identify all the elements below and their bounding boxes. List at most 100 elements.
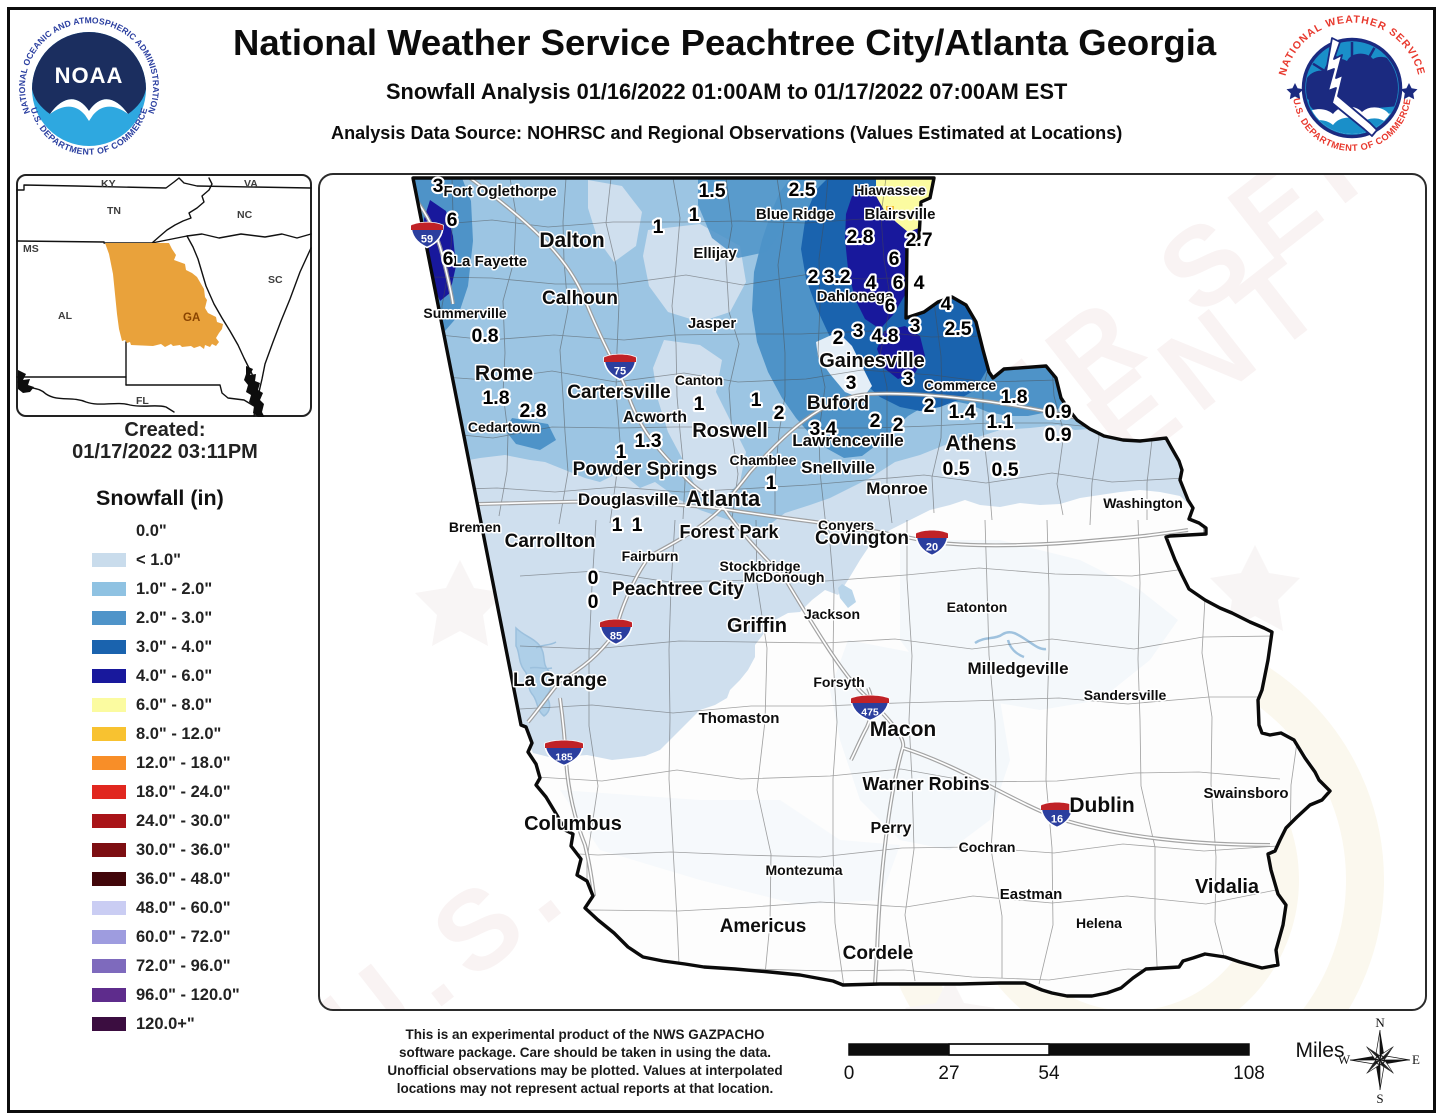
- svg-text:1.1: 1.1: [986, 411, 1013, 433]
- svg-text:Columbus: Columbus: [524, 813, 622, 835]
- svg-text:3.4: 3.4: [809, 418, 836, 440]
- svg-text:2.8: 2.8: [519, 400, 546, 422]
- svg-text:475: 475: [861, 707, 879, 719]
- svg-text:Snellville: Snellville: [801, 458, 875, 477]
- svg-text:6: 6: [885, 295, 896, 317]
- svg-text:Powder Springs: Powder Springs: [573, 459, 718, 480]
- svg-text:McDonough: McDonough: [744, 569, 825, 585]
- svg-text:La Fayette: La Fayette: [453, 253, 527, 270]
- svg-text:4: 4: [866, 272, 877, 294]
- svg-text:1.8: 1.8: [1000, 386, 1027, 408]
- svg-text:2.5: 2.5: [944, 318, 971, 340]
- svg-text:0: 0: [588, 591, 599, 613]
- svg-text:2: 2: [774, 402, 785, 424]
- svg-text:0: 0: [844, 1063, 855, 1084]
- svg-text:Jasper: Jasper: [688, 315, 737, 332]
- svg-text:La Grange: La Grange: [513, 670, 607, 691]
- svg-text:GA: GA: [183, 312, 200, 324]
- svg-text:4.8: 4.8: [871, 325, 898, 347]
- svg-text:1: 1: [751, 389, 762, 411]
- svg-text:Perry: Perry: [871, 820, 912, 837]
- svg-text:Montezuma: Montezuma: [766, 862, 843, 878]
- svg-text:0.8: 0.8: [471, 325, 498, 347]
- svg-text:4: 4: [941, 293, 952, 315]
- svg-text:2: 2: [808, 266, 819, 288]
- svg-text:N: N: [1375, 1015, 1385, 1030]
- svg-text:Calhoun: Calhoun: [542, 288, 618, 309]
- svg-text:Jackson: Jackson: [804, 606, 860, 622]
- svg-text:3: 3: [846, 372, 857, 394]
- svg-text:Fort Oglethorpe: Fort Oglethorpe: [443, 183, 556, 200]
- svg-text:Blairsville: Blairsville: [865, 206, 936, 223]
- svg-text:Athens: Athens: [945, 432, 1016, 455]
- svg-text:Gainesville: Gainesville: [819, 350, 925, 372]
- svg-text:Lawrenceville: Lawrenceville: [792, 431, 904, 450]
- svg-text:Swainsboro: Swainsboro: [1203, 785, 1288, 802]
- svg-text:Hiawassee: Hiawassee: [854, 182, 926, 198]
- svg-text:Washington: Washington: [1103, 495, 1183, 511]
- svg-text:KY: KY: [101, 178, 116, 190]
- svg-text:3: 3: [433, 175, 444, 197]
- svg-text:1: 1: [612, 514, 623, 536]
- svg-text:54: 54: [1038, 1063, 1060, 1084]
- svg-text:2.8: 2.8: [846, 226, 873, 248]
- svg-text:27: 27: [938, 1063, 959, 1084]
- svg-text:Cochran: Cochran: [959, 839, 1016, 855]
- svg-text:2: 2: [924, 395, 935, 417]
- svg-text:Commerce: Commerce: [924, 377, 997, 393]
- svg-text:2.7: 2.7: [905, 229, 932, 251]
- svg-text:108: 108: [1233, 1063, 1265, 1084]
- svg-text:Stockbridge: Stockbridge: [720, 558, 801, 574]
- svg-text:Fairburn: Fairburn: [622, 548, 679, 564]
- svg-text:Summerville: Summerville: [423, 305, 506, 321]
- svg-text:0: 0: [588, 567, 599, 589]
- svg-text:1: 1: [694, 393, 705, 415]
- svg-text:Forest Park: Forest Park: [679, 522, 779, 542]
- svg-text:59: 59: [421, 234, 433, 246]
- svg-text:1: 1: [632, 514, 643, 536]
- svg-text:1: 1: [689, 204, 700, 226]
- svg-text:Douglasville: Douglasville: [578, 490, 678, 509]
- svg-text:2: 2: [870, 410, 881, 432]
- svg-text:Bremen: Bremen: [449, 519, 501, 535]
- svg-text:SC: SC: [268, 274, 283, 286]
- svg-text:Peachtree City: Peachtree City: [612, 579, 744, 600]
- svg-text:20: 20: [926, 542, 938, 554]
- svg-text:3: 3: [853, 320, 864, 342]
- svg-text:Roswell: Roswell: [692, 420, 768, 442]
- svg-text:Sandersville: Sandersville: [1084, 687, 1167, 703]
- svg-text:Chamblee: Chamblee: [730, 452, 797, 468]
- svg-text:2: 2: [893, 414, 904, 436]
- svg-text:NC: NC: [237, 209, 253, 221]
- svg-text:Buford: Buford: [807, 393, 869, 414]
- svg-text:Dublin: Dublin: [1069, 794, 1134, 817]
- svg-text:Americus: Americus: [720, 916, 807, 937]
- svg-text:6: 6: [893, 272, 904, 294]
- svg-text:3: 3: [903, 368, 914, 390]
- svg-text:Dahlonega: Dahlonega: [817, 288, 894, 305]
- svg-text:6: 6: [443, 248, 454, 270]
- svg-text:Macon: Macon: [870, 718, 937, 741]
- svg-text:1: 1: [766, 472, 777, 494]
- svg-text:Miles: Miles: [1295, 1039, 1344, 1062]
- svg-text:Blue Ridge: Blue Ridge: [756, 206, 834, 223]
- svg-text:Carrollton: Carrollton: [505, 531, 596, 552]
- svg-text:Dalton: Dalton: [539, 229, 604, 252]
- svg-text:Thomaston: Thomaston: [699, 710, 780, 727]
- svg-text:Vidalia: Vidalia: [1195, 876, 1260, 898]
- svg-text:Cedartown: Cedartown: [468, 419, 540, 435]
- svg-text:0.5: 0.5: [942, 458, 969, 480]
- svg-text:185: 185: [555, 752, 573, 764]
- svg-text:0.9: 0.9: [1044, 424, 1071, 446]
- svg-text:Rome: Rome: [475, 362, 533, 385]
- svg-text:6: 6: [447, 209, 458, 231]
- svg-text:0.9: 0.9: [1044, 401, 1071, 423]
- svg-text:Canton: Canton: [675, 372, 723, 388]
- svg-text:FL: FL: [136, 395, 149, 407]
- svg-text:AL: AL: [58, 310, 73, 322]
- svg-text:75: 75: [614, 366, 626, 378]
- svg-text:Cartersville: Cartersville: [567, 382, 671, 403]
- svg-text:16: 16: [1051, 814, 1063, 826]
- svg-text:Ellijay: Ellijay: [693, 245, 737, 262]
- svg-text:Atlanta: Atlanta: [686, 486, 761, 511]
